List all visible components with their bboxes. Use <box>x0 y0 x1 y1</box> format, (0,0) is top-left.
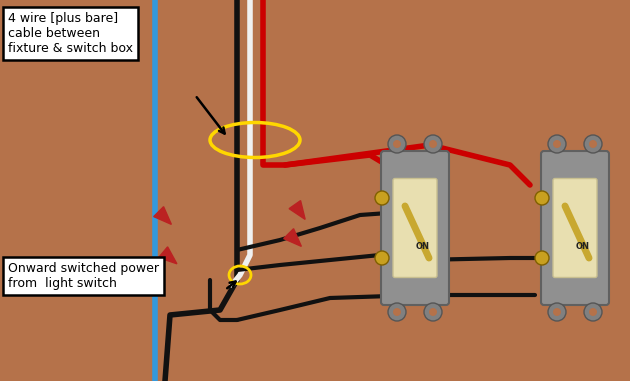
Circle shape <box>424 303 442 321</box>
Circle shape <box>548 135 566 153</box>
Circle shape <box>393 140 401 148</box>
Circle shape <box>375 251 389 265</box>
Circle shape <box>584 135 602 153</box>
Text: 4 wire [plus bare]
cable between
fixture & switch box: 4 wire [plus bare] cable between fixture… <box>8 12 133 55</box>
Polygon shape <box>289 201 305 219</box>
Text: ON: ON <box>576 242 590 250</box>
FancyBboxPatch shape <box>541 151 609 305</box>
FancyBboxPatch shape <box>381 151 449 305</box>
Circle shape <box>388 303 406 321</box>
Circle shape <box>553 308 561 316</box>
Polygon shape <box>154 207 171 224</box>
Polygon shape <box>284 229 301 247</box>
Circle shape <box>429 308 437 316</box>
Circle shape <box>535 251 549 265</box>
Circle shape <box>375 191 389 205</box>
Circle shape <box>589 140 597 148</box>
Text: ON: ON <box>416 242 430 250</box>
Circle shape <box>388 135 406 153</box>
Circle shape <box>584 303 602 321</box>
Circle shape <box>393 308 401 316</box>
Polygon shape <box>159 247 177 264</box>
Circle shape <box>589 308 597 316</box>
Circle shape <box>424 135 442 153</box>
Text: Onward switched power
from  light switch: Onward switched power from light switch <box>8 262 159 290</box>
Circle shape <box>548 303 566 321</box>
Circle shape <box>535 191 549 205</box>
FancyBboxPatch shape <box>393 179 437 277</box>
Circle shape <box>553 140 561 148</box>
FancyBboxPatch shape <box>553 179 597 277</box>
Circle shape <box>429 140 437 148</box>
